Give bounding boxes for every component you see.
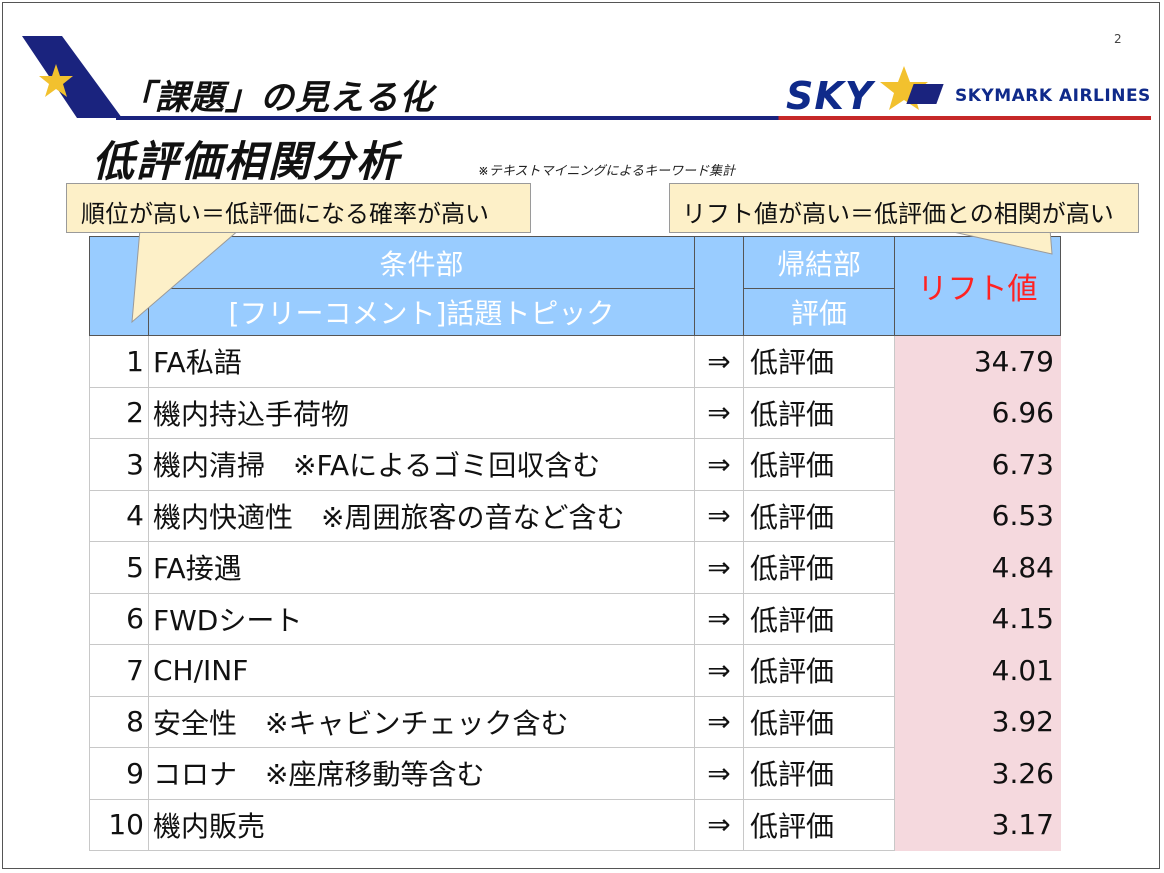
arrow-cell: ⇒ <box>694 438 744 491</box>
logo-airline-name: SKYMARK AIRLINES <box>955 86 1151 106</box>
rank-callout-text: 順位が高い＝低評価になる確率が高い <box>81 200 489 228</box>
arrow-cell: ⇒ <box>694 489 744 542</box>
logo-sky-text: SKY <box>786 74 874 118</box>
lift-value-cell: 34.79 <box>894 335 1061 388</box>
lift-value-cell: 4.15 <box>894 592 1061 645</box>
table-row: 8 安全性 ※キャビンチェック含む ⇒ 低評価 3.92 <box>89 695 1061 748</box>
topic-cell: 機内清掃 ※FAによるゴミ回収含む <box>148 438 695 491</box>
arrow-cell: ⇒ <box>694 592 744 645</box>
slide-subtitle: 「課題」の見える化 <box>120 78 434 118</box>
evaluation-cell: 低評価 <box>743 798 895 851</box>
rank-cell: 8 <box>89 695 149 748</box>
condition-subheader: [フリーコメント]話題トピック <box>148 288 695 336</box>
lift-value-cell: 6.53 <box>894 489 1061 542</box>
tail-fin-logo <box>22 36 122 118</box>
topic-cell: FA接遇 <box>148 541 695 594</box>
table-row: 4 機内快適性 ※周囲旅客の音など含む ⇒ 低評価 6.53 <box>89 489 1061 542</box>
table-body: 1 FA私語 ⇒ 低評価 34.79 2 機内持込手荷物 ⇒ 低評価 6.96 3 機内清掃 ※FAに… <box>89 335 1061 851</box>
rank-cell: 10 <box>89 798 149 851</box>
header-divider <box>116 116 1151 120</box>
rank-cell: 6 <box>89 592 149 645</box>
arrow-cell: ⇒ <box>694 335 744 388</box>
arrow-cell: ⇒ <box>694 798 744 851</box>
rank-cell: 2 <box>89 386 149 439</box>
rank-cell: 3 <box>89 438 149 491</box>
evaluation-cell: 低評価 <box>743 695 895 748</box>
arrow-cell: ⇒ <box>694 747 744 800</box>
lift-value-cell: 3.26 <box>894 747 1061 800</box>
topic-cell: 機内快適性 ※周囲旅客の音など含む <box>148 489 695 542</box>
table-row: 2 機内持込手荷物 ⇒ 低評価 6.96 <box>89 386 1061 439</box>
lift-value-cell: 3.17 <box>894 798 1061 851</box>
arrow-cell: ⇒ <box>694 644 744 697</box>
lift-value-cell: 4.01 <box>894 644 1061 697</box>
arrow-cell: ⇒ <box>694 695 744 748</box>
rank-callout: 順位が高い＝低評価になる確率が高い <box>66 183 531 233</box>
table-row: 6 FWDシート ⇒ 低評価 4.15 <box>89 592 1061 645</box>
table-row: 9 コロナ ※座席移動等含む ⇒ 低評価 3.26 <box>89 747 1061 800</box>
evaluation-cell: 低評価 <box>743 592 895 645</box>
evaluation-cell: 低評価 <box>743 335 895 388</box>
lift-callout-text: リフト値が高い＝低評価との相関が高い <box>682 200 1114 228</box>
topic-cell: FWDシート <box>148 592 695 645</box>
rank-cell: 7 <box>89 644 149 697</box>
evaluation-cell: 低評価 <box>743 489 895 542</box>
arrow-cell: ⇒ <box>694 541 744 594</box>
topic-cell: 機内持込手荷物 <box>148 386 695 439</box>
lift-value-cell: 6.96 <box>894 386 1061 439</box>
topic-cell: 機内販売 <box>148 798 695 851</box>
rank-callout-pointer <box>131 228 242 324</box>
arrow-header <box>694 236 744 336</box>
table-row: 1 FA私語 ⇒ 低評価 34.79 <box>89 335 1061 388</box>
topic-cell: コロナ ※座席移動等含む <box>148 747 695 800</box>
table-row: 5 FA接遇 ⇒ 低評価 4.84 <box>89 541 1061 594</box>
topic-cell: CH/INF <box>148 644 695 697</box>
lift-value-cell: 4.84 <box>894 541 1061 594</box>
star-icon <box>39 64 73 97</box>
evaluation-cell: 低評価 <box>743 386 895 439</box>
topic-cell: FA私語 <box>148 335 695 388</box>
page-number: 2 <box>1114 32 1122 46</box>
table-row: 7 CH/INF ⇒ 低評価 4.01 <box>89 644 1061 697</box>
rank-cell: 1 <box>89 335 149 388</box>
table-row: 3 機内清掃 ※FAによるゴミ回収含む ⇒ 低評価 6.73 <box>89 438 1061 491</box>
rank-cell: 5 <box>89 541 149 594</box>
evaluation-cell: 低評価 <box>743 644 895 697</box>
conclusion-header: 帰結部 <box>743 236 895 289</box>
correlation-table: 条件部 帰結部 リフト値 [フリーコメント]話題トピック 評価 1 FA私語 ⇒ 低評… <box>89 236 1061 851</box>
evaluation-cell: 低評価 <box>743 438 895 491</box>
logo-star-icon <box>880 66 928 110</box>
rank-cell: 4 <box>89 489 149 542</box>
slide-title: 低評価相関分析 <box>92 137 401 186</box>
lift-value-cell: 3.92 <box>894 695 1061 748</box>
evaluation-cell: 低評価 <box>743 541 895 594</box>
arrow-cell: ⇒ <box>694 386 744 439</box>
conclusion-subheader: 評価 <box>743 288 895 336</box>
rank-cell: 9 <box>89 747 149 800</box>
lift-value-cell: 6.73 <box>894 438 1061 491</box>
method-note: ※テキストマイニングによるキーワード集計 <box>478 164 736 179</box>
topic-cell: 安全性 ※キャビンチェック含む <box>148 695 695 748</box>
lift-callout: リフト値が高い＝低評価との相関が高い <box>669 183 1139 233</box>
condition-header: 条件部 <box>148 236 695 289</box>
evaluation-cell: 低評価 <box>743 747 895 800</box>
table-row: 10 機内販売 ⇒ 低評価 3.17 <box>89 798 1061 851</box>
